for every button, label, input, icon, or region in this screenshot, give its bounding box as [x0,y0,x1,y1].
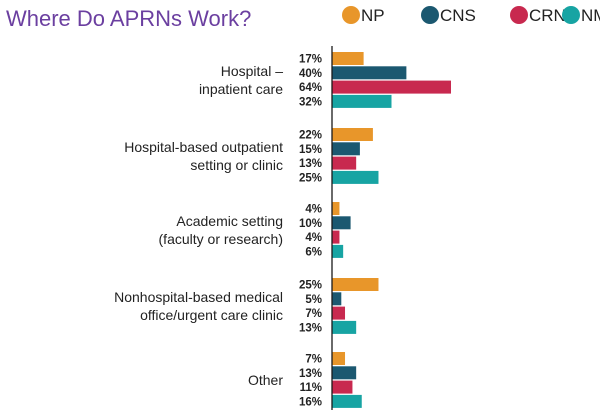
bar-crna [332,156,357,170]
category-label: setting or clinic [190,157,283,173]
category-label: Hospital-based outpatient [124,139,283,155]
value-label-cns: 13% [299,368,322,380]
value-label-nm: 16% [299,396,322,408]
legend-label-nm: NM [581,6,600,25]
value-label-crna: 64% [299,82,322,94]
bar-cns [332,292,342,306]
bar-nm [332,244,344,258]
legend-swatch-crna [510,6,528,24]
value-label-crna: 13% [299,158,322,170]
bar-nm [332,94,392,108]
value-label-nm: 25% [299,172,322,184]
value-label-np: 17% [299,54,322,66]
value-labels: 17% 40% 64% 32% 22% 15% 13% 25% 4% 10% 4% 6% 25% 5% 7%… [299,54,322,409]
legend-label-np: NP [361,6,385,25]
bar-cns [332,142,360,156]
category-label: inpatient care [199,81,283,97]
category-label: (faculty or research) [159,231,283,247]
category-label: Nonhospital-based medical [114,289,283,305]
value-label-cns: 40% [299,68,322,80]
value-label-nm: 32% [299,96,322,108]
bar-np [332,128,373,141]
chart-title: Where Do APRNs Work? [6,6,251,31]
category-label: Academic setting [176,213,283,229]
bar-nm [332,170,379,184]
bar-nm [332,394,362,408]
bar-crna [332,80,451,94]
value-label-nm: 13% [299,322,322,334]
value-label-np: 22% [299,130,322,142]
category-labels: Hospital – inpatient care Hospital-based o… [114,63,283,388]
category-label: Other [248,372,283,388]
bars [332,52,451,408]
category-label: Hospital – [221,63,283,79]
value-label-cns: 15% [299,144,322,156]
value-label-cns: 10% [299,218,322,230]
legend-label-cns: CNS [440,6,476,25]
value-label-nm: 6% [305,246,322,258]
legend-swatch-nm [562,6,580,24]
bar-cns [332,216,351,230]
bar-cns [332,366,357,380]
bar-crna [332,306,346,320]
value-label-crna: 7% [305,308,322,320]
value-label-np: 7% [305,354,322,366]
value-label-crna: 4% [305,232,322,244]
legend: NPCNSCRNANM [342,6,600,25]
bar-crna [332,230,340,244]
value-label-np: 25% [299,280,322,292]
bar-np [332,52,364,65]
value-label-np: 4% [305,204,322,216]
bar-np [332,278,379,291]
bar-np [332,202,340,215]
category-label: office/urgent care clinic [140,307,283,323]
legend-swatch-np [342,6,360,24]
value-label-cns: 5% [305,294,322,306]
legend-swatch-cns [421,6,439,24]
bar-nm [332,320,357,334]
bar-np [332,352,346,365]
value-label-crna: 11% [300,382,322,394]
bar-crna [332,380,353,394]
bar-cns [332,66,407,80]
